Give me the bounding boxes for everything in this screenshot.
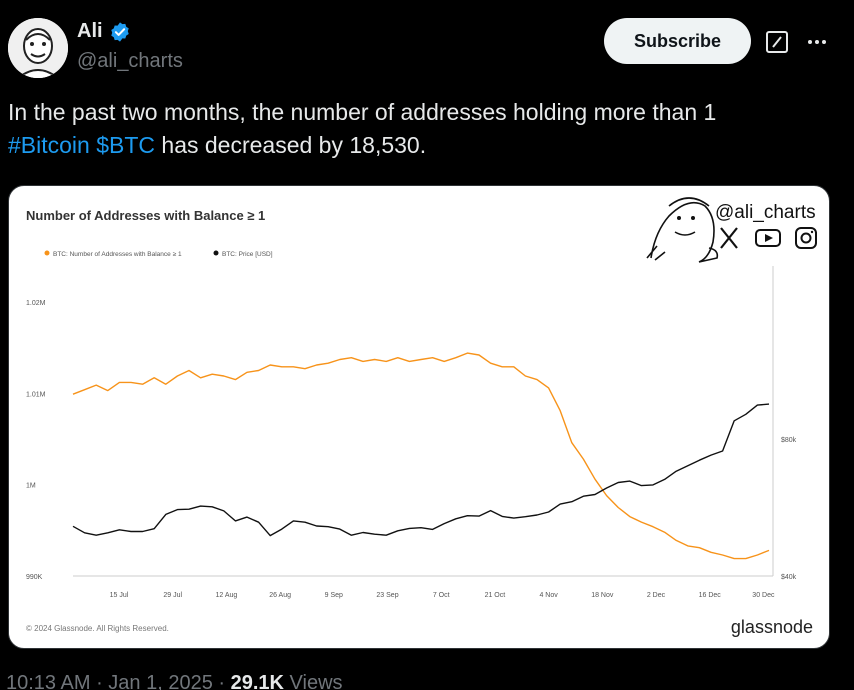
views-label: Views xyxy=(289,672,343,690)
verified-badge-icon xyxy=(110,21,129,42)
tweet-text-part-2: has decreased by 18,530. xyxy=(161,132,427,158)
youtube-icon xyxy=(755,229,781,247)
x-tick-label: 23 Sep xyxy=(376,592,398,599)
x-tick-label: 4 Nov xyxy=(539,592,558,599)
tweet-text: In the past two months, the number of ad… xyxy=(8,96,848,162)
author-handle[interactable]: @ali_charts xyxy=(77,50,183,72)
y-left-tick-label: 990K xyxy=(26,574,43,581)
x-tick-label: 30 Dec xyxy=(752,592,775,599)
legend-swatch-price xyxy=(213,250,219,256)
tweet-date[interactable]: Jan 1, 2025 xyxy=(108,672,213,690)
y-right-tick-label: $40k xyxy=(781,574,797,581)
x-tick-label: 21 Oct xyxy=(485,592,506,599)
y-left-tick-label: 1.01M xyxy=(26,391,46,398)
x-logo-icon xyxy=(720,227,738,249)
x-tick-label: 2 Dec xyxy=(647,592,666,599)
x-tick-label: 15 Jul xyxy=(110,592,129,599)
x-tick-label: 12 Aug xyxy=(215,592,237,599)
views-count: 29.1K xyxy=(230,672,284,690)
avatar[interactable] xyxy=(8,18,68,78)
cashtag-link[interactable]: $BTC xyxy=(96,132,156,158)
chart-title: Number of Addresses with Balance ≥ 1 xyxy=(26,208,265,223)
x-tick-label: 29 Jul xyxy=(163,592,182,599)
legend-swatch-addresses xyxy=(44,250,50,256)
x-tick-label: 18 Nov xyxy=(591,592,614,599)
hashtag-link[interactable]: #Bitcoin xyxy=(8,132,90,158)
series-line-price xyxy=(72,403,770,537)
legend-label-addresses: BTC: Number of Addresses with Balance ≥ … xyxy=(53,251,182,258)
watermark-face-icon xyxy=(646,197,719,263)
grok-icon[interactable] xyxy=(764,30,790,54)
tweet-time[interactable]: 10:13 AM xyxy=(6,672,91,690)
y-left-tick-label: 1.02M xyxy=(26,300,46,307)
x-tick-label: 26 Aug xyxy=(269,592,291,599)
tweet-text-part-1: In the past two months, the number of ad… xyxy=(8,99,717,125)
series-line-addresses xyxy=(72,352,770,560)
chart-svg: Number of Addresses with Balance ≥ 1 @al… xyxy=(26,197,817,637)
chart-image-card[interactable]: Number of Addresses with Balance ≥ 1 @al… xyxy=(8,185,830,649)
y-right-tick-label: $80k xyxy=(781,437,797,444)
x-tick-label: 7 Oct xyxy=(433,592,450,599)
legend-label-price: BTC: Price [USD] xyxy=(222,251,273,258)
subscribe-button[interactable]: Subscribe xyxy=(604,18,751,64)
author-name[interactable]: Ali xyxy=(77,20,103,42)
y-left-tick-label: 1M xyxy=(26,483,36,490)
watermark-handle: @ali_charts xyxy=(715,202,816,223)
more-options-icon[interactable] xyxy=(804,30,830,54)
tweet-meta: 10:13 AM · Jan 1, 2025 · 29.1K Views xyxy=(6,672,343,690)
instagram-icon xyxy=(795,227,817,249)
x-tick-label: 9 Sep xyxy=(325,592,343,599)
copyright-text: © 2024 Glassnode. All Rights Reserved. xyxy=(26,624,169,633)
x-tick-label: 16 Dec xyxy=(699,592,722,599)
glassnode-logo: glassnode xyxy=(731,617,813,637)
